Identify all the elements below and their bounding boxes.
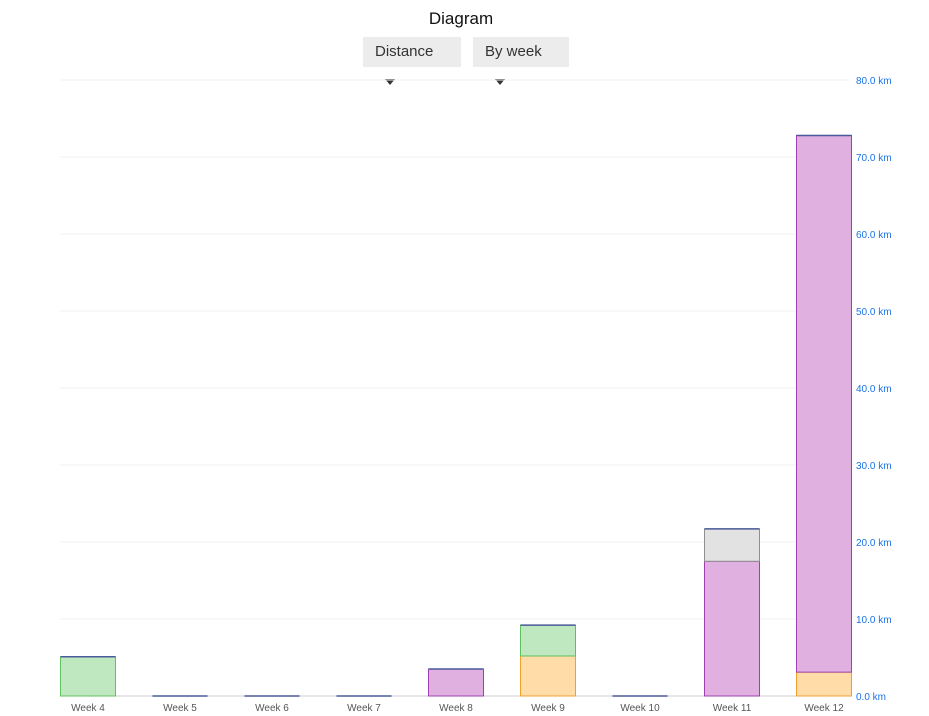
chart-title: Diagram [428,9,494,28]
period-dropdown[interactable]: By week [473,37,569,86]
x-tick-label: Week 11 [713,703,752,714]
x-tick-label: Week 5 [163,703,197,714]
y-tick-label: 0.0 km [856,692,886,703]
y-tick-label: 50.0 km [856,307,892,318]
bar-segment [60,656,116,697]
y-tick-label: 70.0 km [856,153,892,164]
bar-segment [796,134,852,673]
bar-segment [520,624,576,657]
bar-segment [796,671,852,697]
y-tick-label: 60.0 km [856,230,892,241]
x-tick-label: Week 10 [620,703,660,714]
x-tick-label: Week 9 [531,703,565,714]
bar-segment [520,655,576,697]
y-tick-label: 30.0 km [856,461,892,472]
y-tick-label: 80.0 km [856,76,892,87]
y-tick-label: 40.0 km [856,384,892,395]
x-tick-label: Week 6 [255,703,289,714]
y-tick-label: 20.0 km [856,538,892,549]
y-tick-label: 10.0 km [856,615,892,626]
caret-down-icon [385,79,395,86]
x-tick-label: Week 7 [347,703,381,714]
x-tick-label: Week 8 [439,703,473,714]
bar-segment [704,560,760,697]
x-tick-label: Week 12 [804,703,844,714]
period-dropdown-label: By week [485,43,542,60]
bar-segment [428,668,484,697]
x-tick-label: Week 4 [71,703,105,714]
caret-down-icon [495,79,505,86]
metric-dropdown[interactable]: Distance [363,37,461,86]
bar-segment [704,528,760,562]
metric-dropdown-label: Distance [375,43,434,60]
